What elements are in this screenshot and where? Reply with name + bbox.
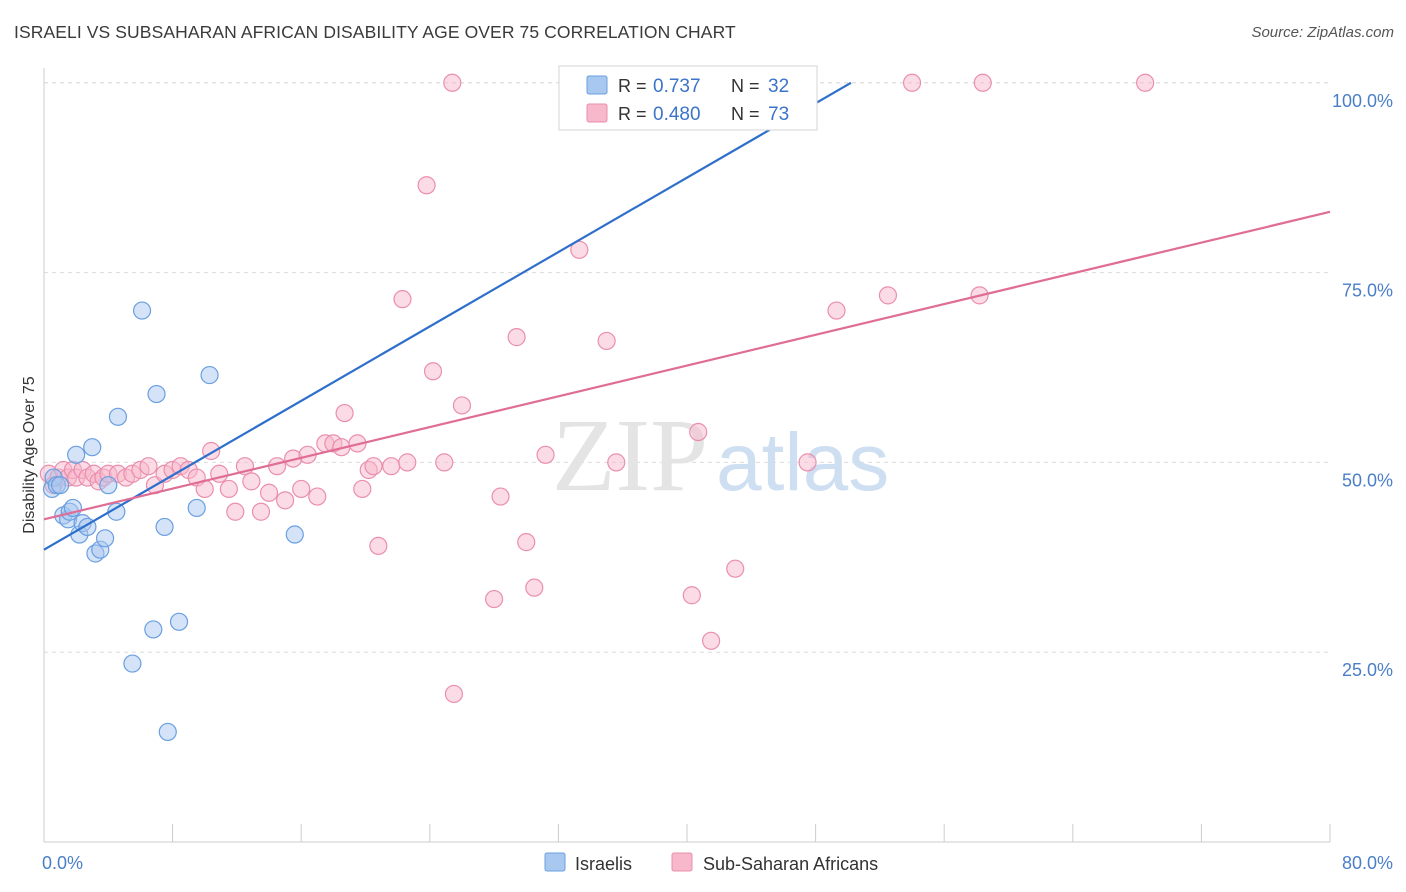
israelis-point <box>147 384 166 404</box>
subsaharan-point <box>219 479 238 499</box>
subsaharan-point <box>827 301 846 320</box>
bottom-legend-swatch-subsaharan <box>671 852 693 872</box>
watermark: ZIP atlas <box>552 398 889 513</box>
subsaharan-point <box>417 176 436 195</box>
subsaharan-point <box>525 578 544 597</box>
y-axis-title: Disability Age Over 75 <box>21 376 38 534</box>
y-tick-label: 50.0% <box>1342 470 1393 490</box>
subsaharan-point <box>507 328 526 347</box>
israelis-point <box>99 476 118 495</box>
subsaharan-point <box>973 73 992 92</box>
israelis-point <box>169 612 189 631</box>
subsaharan-point <box>259 483 279 502</box>
subsaharan-point <box>702 631 721 650</box>
subsaharan-point <box>139 457 158 476</box>
source-label: Source: ZipAtlas.com <box>1251 24 1394 41</box>
bottom-legend-israelis: Israelis <box>575 854 632 874</box>
chart-title: ISRAELI VS SUBSAHARAN AFRICAN DISABILITY… <box>14 22 736 42</box>
subsaharan-point <box>726 559 745 578</box>
subsaharan-point <box>444 684 464 704</box>
subsaharan-point <box>242 472 261 491</box>
x-tick-min: 0.0% <box>42 853 83 873</box>
legend-n-label-2: N = <box>731 104 760 124</box>
watermark-zip: ZIP <box>552 398 708 513</box>
subsaharan-point <box>798 453 817 472</box>
grid-lines <box>44 82 1330 653</box>
subsaharan-point <box>353 479 372 499</box>
legend-r-value-2: 0.480 <box>653 104 701 125</box>
subsaharan-point <box>226 502 245 521</box>
axes <box>43 68 1331 843</box>
israelis-point <box>187 498 206 518</box>
subsaharan-point <box>485 589 504 609</box>
subsaharan-point <box>902 73 922 92</box>
subsaharan-point <box>878 286 898 305</box>
series-subsaharan-points <box>39 73 1155 704</box>
subsaharan-point <box>517 533 536 552</box>
subsaharan-point <box>251 502 271 521</box>
x-tick-max: 80.0% <box>1342 853 1393 873</box>
subsaharan-point <box>398 453 417 472</box>
israelis-point <box>123 654 142 673</box>
subsaharan-point <box>364 457 383 476</box>
y-tick-label: 75.0% <box>1342 281 1393 301</box>
israelis-point <box>108 407 128 426</box>
israelis-point <box>83 438 102 457</box>
subsaharan-point <box>443 73 462 92</box>
subsaharan-point <box>452 396 472 415</box>
subsaharan-point <box>308 487 327 506</box>
y-tick-labels: 25.0% 50.0% 75.0% 100.0% <box>1332 91 1393 680</box>
subsaharan-point <box>382 457 401 476</box>
legend-swatch-israelis <box>586 75 608 95</box>
subsaharan-point <box>267 457 287 476</box>
subsaharan-point <box>597 331 616 351</box>
legend-swatch-subsaharan <box>586 103 608 123</box>
israelis-point <box>144 620 163 639</box>
subsaharan-trend-line <box>43 210 1331 521</box>
israelis-point <box>50 476 70 495</box>
y-tick-label: 100.0% <box>1332 91 1393 111</box>
subsaharan-point <box>335 403 354 423</box>
legend-r-value-1: 0.737 <box>653 76 701 97</box>
legend-n-label-1: N = <box>731 76 760 96</box>
israelis-point <box>200 365 219 385</box>
subsaharan-point <box>570 240 589 259</box>
subsaharan-point <box>1136 73 1155 92</box>
israelis-point <box>132 301 152 320</box>
subsaharan-point <box>491 487 510 506</box>
subsaharan-point <box>607 453 626 472</box>
israelis-point <box>95 529 115 548</box>
subsaharan-point <box>423 362 443 381</box>
legend-n-value-1: 32 <box>768 76 789 97</box>
series-legend: Israelis Sub-Saharan Africans <box>544 852 878 874</box>
israelis-point <box>155 517 174 537</box>
israelis-point <box>285 525 304 544</box>
subsaharan-point <box>536 445 555 464</box>
israelis-point <box>158 722 177 742</box>
subsaharan-point <box>276 491 295 510</box>
israelis-point <box>67 445 86 464</box>
correlation-legend: R = 0.737 N = 32 R = 0.480 N = 73 <box>558 65 818 131</box>
bottom-legend-subsaharan: Sub-Saharan Africans <box>703 854 878 874</box>
legend-r-label-1: R = <box>618 76 647 96</box>
israelis-trend-line <box>43 81 852 551</box>
bottom-legend-swatch-israelis <box>544 852 566 872</box>
subsaharan-point <box>689 422 708 442</box>
legend-r-label-2: R = <box>618 104 647 124</box>
subsaharan-point <box>369 536 388 556</box>
subsaharan-point <box>393 290 412 309</box>
subsaharan-point <box>682 586 701 605</box>
subsaharan-point <box>292 479 311 499</box>
legend-n-value-2: 73 <box>768 104 789 125</box>
subsaharan-point <box>435 453 454 472</box>
trend-lines <box>43 81 1331 551</box>
y-tick-label: 25.0% <box>1342 660 1393 680</box>
